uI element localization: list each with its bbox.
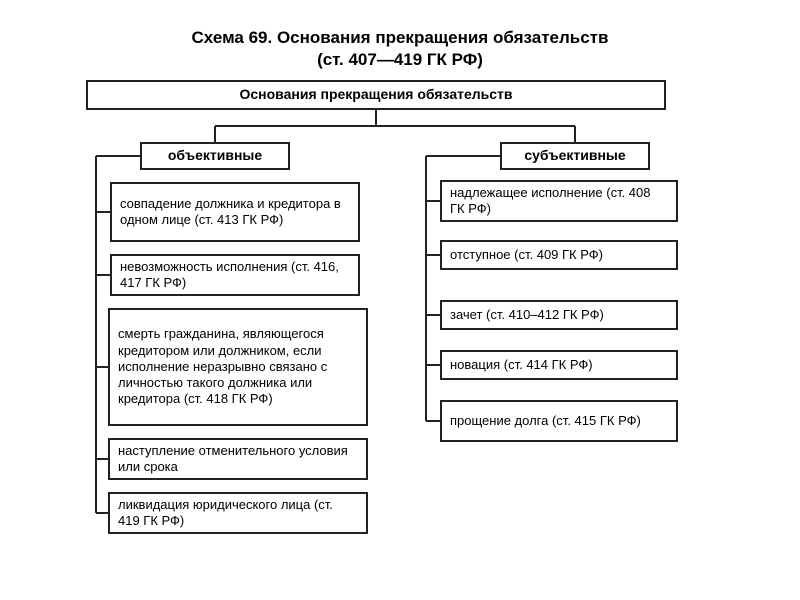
right-item-label: прощение долга (ст. 415 ГК РФ) <box>450 413 641 429</box>
left-item-label: совпадение должника и кредитора в одном … <box>120 196 350 229</box>
right-item: отступное (ст. 409 ГК РФ) <box>440 240 678 270</box>
left-item: наступление отменительного условия или с… <box>108 438 368 480</box>
right-item-label: зачет (ст. 410–412 ГК РФ) <box>450 307 604 323</box>
diagram-title-line1: Схема 69. Основания прекращения обязател… <box>0 28 800 48</box>
right-item-label: отступное (ст. 409 ГК РФ) <box>450 247 603 263</box>
diagram-title-line2: (ст. 407—419 ГК РФ) <box>0 50 800 70</box>
root-label: Основания прекращения обязательств <box>239 86 512 104</box>
root-node: Основания прекращения обязательств <box>86 80 666 110</box>
left-item-label: смерть гражданина, являющегося кредиторо… <box>118 326 358 407</box>
left-item: ликвидация юридического лица (ст. 419 ГК… <box>108 492 368 534</box>
right-category-label: субъективные <box>524 147 625 165</box>
right-item: новация (ст. 414 ГК РФ) <box>440 350 678 380</box>
right-item-label: надлежащее исполнение (ст. 408 ГК РФ) <box>450 185 668 218</box>
left-item: смерть гражданина, являющегося кредиторо… <box>108 308 368 426</box>
right-item: надлежащее исполнение (ст. 408 ГК РФ) <box>440 180 678 222</box>
left-item-label: ликвидация юридического лица (ст. 419 ГК… <box>118 497 358 530</box>
left-item-label: наступление отменительного условия или с… <box>118 443 358 476</box>
left-item: совпадение должника и кредитора в одном … <box>110 182 360 242</box>
left-category-label: объективные <box>168 147 262 165</box>
right-item: зачет (ст. 410–412 ГК РФ) <box>440 300 678 330</box>
left-category-header: объективные <box>140 142 290 170</box>
left-item: невозможность исполнения (ст. 416, 417 Г… <box>110 254 360 296</box>
right-category-header: субъективные <box>500 142 650 170</box>
left-item-label: невозможность исполнения (ст. 416, 417 Г… <box>120 259 350 292</box>
right-item: прощение долга (ст. 415 ГК РФ) <box>440 400 678 442</box>
right-item-label: новация (ст. 414 ГК РФ) <box>450 357 593 373</box>
